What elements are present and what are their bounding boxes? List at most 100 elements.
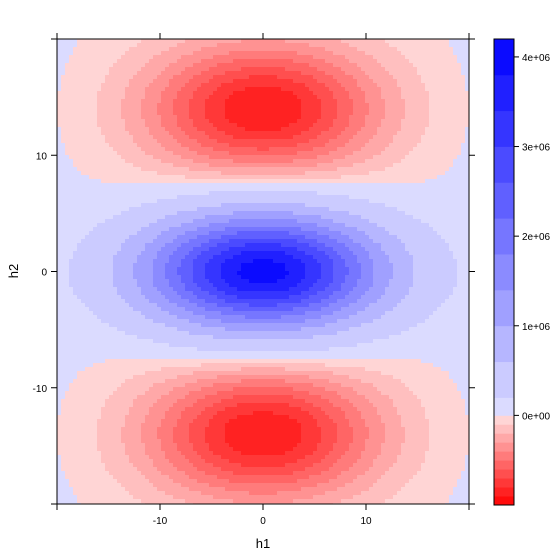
contour-cell xyxy=(301,59,306,64)
contour-cell xyxy=(385,155,390,160)
contour-cell xyxy=(401,103,406,108)
contour-cell xyxy=(129,115,134,120)
contour-cell xyxy=(345,123,350,128)
contour-cell xyxy=(317,215,322,220)
contour-cell xyxy=(145,83,150,88)
contour-cell xyxy=(429,195,434,200)
contour-cell xyxy=(73,183,78,188)
contour-cell xyxy=(185,199,190,204)
contour-cell xyxy=(97,195,102,200)
contour-cell xyxy=(293,179,298,184)
contour-cell xyxy=(381,143,386,148)
contour-cell xyxy=(309,63,314,68)
contour-cell xyxy=(161,83,166,88)
contour-cell xyxy=(233,155,238,160)
contour-cell xyxy=(197,95,202,100)
contour-cell xyxy=(297,191,302,196)
contour-cell xyxy=(269,135,274,140)
contour-cell xyxy=(385,167,390,172)
contour-cell xyxy=(85,135,90,140)
contour-cell xyxy=(297,115,302,120)
contour-cell xyxy=(221,43,226,48)
contour-cell xyxy=(309,143,314,148)
contour-cell xyxy=(289,199,294,204)
contour-cell xyxy=(125,75,130,80)
contour-cell xyxy=(373,111,378,116)
contour-cell xyxy=(185,183,190,188)
contour-cell xyxy=(229,39,234,44)
contour-cell xyxy=(65,215,70,220)
contour-cell xyxy=(261,103,266,108)
contour-cell xyxy=(193,203,198,208)
contour-cell xyxy=(361,87,366,92)
contour-cell xyxy=(429,159,434,164)
contour-cell xyxy=(245,143,250,148)
contour-cell xyxy=(297,211,302,216)
contour-cell xyxy=(449,55,454,60)
contour-cell xyxy=(149,199,154,204)
contour-cell xyxy=(89,115,94,120)
contour-cell xyxy=(385,95,390,100)
contour-cell xyxy=(237,151,242,156)
contour-cell xyxy=(65,147,70,152)
contour-cell xyxy=(113,71,118,76)
contour-cell xyxy=(225,63,230,68)
contour-cell xyxy=(173,115,178,120)
contour-cell xyxy=(269,215,274,220)
contour-cell xyxy=(445,207,450,212)
contour-cell xyxy=(289,167,294,172)
contour-cell xyxy=(389,223,394,228)
contour-cell xyxy=(333,195,338,200)
contour-cell xyxy=(361,167,366,172)
contour-cell xyxy=(325,227,330,232)
contour-cell xyxy=(333,103,338,108)
contour-cell xyxy=(409,55,414,60)
contour-cell xyxy=(101,175,106,180)
contour-cell xyxy=(269,167,274,172)
contour-cell xyxy=(77,179,82,184)
contour-cell xyxy=(465,167,469,172)
contour-cell xyxy=(317,139,322,144)
contour-cell xyxy=(225,79,230,84)
contour-cell xyxy=(97,51,102,56)
contour-cell xyxy=(181,67,186,72)
contour-cell xyxy=(361,223,366,228)
contour-cell xyxy=(245,187,250,192)
contour-cell xyxy=(421,51,426,56)
contour-cell xyxy=(437,183,442,188)
contour-cell xyxy=(305,223,310,228)
contour-cell xyxy=(189,143,194,148)
contour-cell xyxy=(277,159,282,164)
contour-cell xyxy=(113,227,118,232)
contour-cell xyxy=(129,143,134,148)
contour-cell xyxy=(385,135,390,140)
contour-cell xyxy=(85,63,90,68)
contour-cell xyxy=(217,191,222,196)
contour-cell xyxy=(345,47,350,52)
contour-cell xyxy=(429,107,434,112)
contour-cell xyxy=(193,227,198,232)
contour-cell xyxy=(273,207,278,212)
contour-cell xyxy=(353,99,358,104)
contour-cell xyxy=(305,171,310,176)
contour-cell xyxy=(173,103,178,108)
contour-cell xyxy=(441,47,446,52)
contour-cell xyxy=(297,71,302,76)
contour-cell xyxy=(325,207,330,212)
contour-cell xyxy=(209,187,214,192)
contour-cell xyxy=(361,39,366,44)
contour-cell xyxy=(237,55,242,60)
contour-cell xyxy=(349,79,354,84)
contour-cell xyxy=(377,67,382,72)
contour-cell xyxy=(61,171,66,176)
contour-cell xyxy=(305,119,310,124)
contour-cell xyxy=(129,151,134,156)
contour-cell xyxy=(453,155,458,160)
contour-cell xyxy=(165,71,170,76)
contour-cell xyxy=(429,175,434,180)
contour-cell xyxy=(337,71,342,76)
contour-cell xyxy=(225,95,230,100)
contour-cell xyxy=(281,127,286,132)
contour-cell xyxy=(429,111,434,116)
contour-cell xyxy=(57,47,62,52)
